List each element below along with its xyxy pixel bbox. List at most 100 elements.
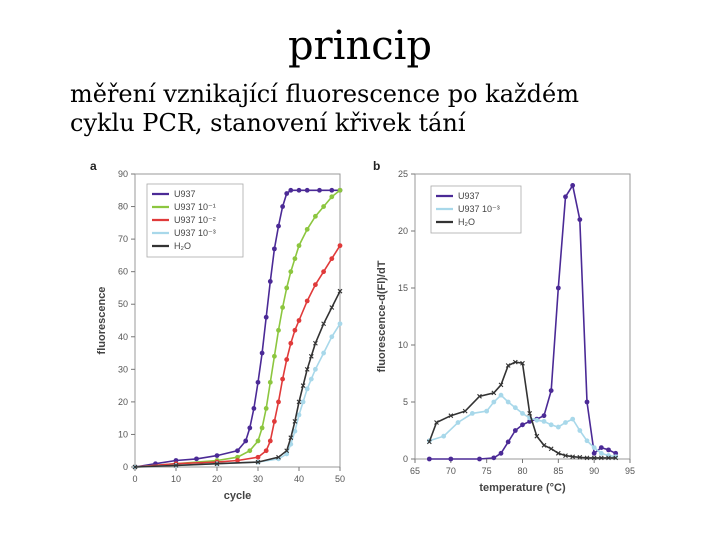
x-tick-label: 20 (212, 474, 222, 484)
chart-panel-b: b 65 70 75 80 85 90 95 0 5 10 15 20 25 temperature (°C… (373, 159, 635, 494)
y-tick-label: 10 (118, 429, 128, 439)
data-point (491, 390, 497, 396)
data-point (548, 446, 554, 452)
data-point (304, 187, 310, 193)
data-point (541, 418, 547, 424)
data-point (259, 425, 265, 431)
data-point (263, 406, 269, 411)
data-point (292, 327, 298, 333)
data-point (296, 243, 302, 249)
data-point (606, 447, 611, 453)
data-point (512, 359, 518, 365)
data-point (280, 305, 285, 310)
data-point (263, 314, 269, 320)
y-tick-label: 10 (398, 340, 408, 350)
legend-entry: H₂O (174, 241, 191, 251)
panel-letter: b (373, 159, 380, 173)
data-point (267, 279, 273, 284)
x-tick-label: 50 (335, 474, 345, 484)
data-point (555, 424, 561, 430)
data-point (276, 327, 281, 333)
data-point (304, 226, 310, 232)
data-point (276, 454, 281, 460)
data-point (247, 425, 253, 431)
data-point (598, 455, 604, 461)
data-point (284, 285, 290, 291)
legend-entry: U937 10⁻³ (458, 204, 500, 214)
data-point (498, 450, 504, 456)
y-tick-label: 60 (118, 267, 128, 277)
data-point (534, 433, 540, 439)
series-line (134, 323, 341, 468)
data-point (577, 428, 583, 433)
legend-entry: U937 10⁻³ (174, 228, 216, 238)
data-point (272, 353, 277, 359)
data-point (426, 456, 432, 462)
data-point (455, 420, 461, 425)
legend-box (430, 185, 522, 234)
data-point (292, 428, 298, 434)
data-point (292, 256, 298, 262)
chart-legend: U937 U937 10⁻¹ U937 10⁻² U937 10⁻³ H₂O (146, 183, 244, 258)
data-point (132, 464, 138, 470)
data-point (288, 187, 294, 193)
y-tick-label: 20 (398, 226, 408, 236)
legend-entry: U937 (174, 189, 196, 199)
data-point (512, 405, 518, 411)
data-point (498, 392, 504, 398)
legend-entry: U937 10⁻¹ (174, 202, 216, 212)
data-point (235, 458, 240, 463)
y-tick-label: 30 (118, 364, 128, 374)
data-point (255, 454, 261, 460)
data-point (280, 204, 285, 209)
data-point (296, 187, 302, 193)
data-point (591, 455, 597, 461)
data-point (541, 413, 547, 419)
data-point (263, 448, 269, 454)
data-point (434, 420, 439, 425)
data-point (598, 450, 604, 456)
legend-entry: H₂O (458, 217, 475, 227)
data-point (313, 340, 318, 346)
x-tick-label: 85 (553, 466, 563, 476)
data-point (570, 416, 576, 422)
data-point (505, 399, 511, 405)
slide-title: princip (287, 23, 433, 69)
data-point (469, 411, 475, 416)
data-point (606, 455, 611, 461)
legend-entry: U937 10⁻² (174, 215, 216, 225)
data-point (534, 417, 540, 423)
x-tick-label: 10 (171, 474, 181, 484)
data-point (584, 438, 590, 444)
data-point (276, 399, 281, 405)
y-tick-label: 25 (398, 169, 408, 179)
data-point (243, 438, 249, 444)
y-tick-label: 80 (118, 202, 128, 212)
data-point (548, 388, 554, 393)
data-point (613, 455, 619, 461)
data-point (317, 187, 322, 193)
series-line (134, 245, 341, 468)
data-point (329, 194, 335, 200)
data-point (296, 399, 302, 405)
data-point (173, 462, 179, 468)
data-point (313, 213, 318, 219)
data-point (505, 439, 511, 445)
x-tick-label: 75 (482, 466, 492, 476)
slide-subtitle: měření vznikající fluorescence po každém… (70, 80, 710, 138)
x-axis-label: cycle (224, 490, 252, 502)
data-point (280, 376, 285, 382)
data-point (300, 399, 306, 405)
chart-legend: U937 U937 10⁻³ H₂O (430, 185, 522, 234)
data-point (484, 408, 490, 414)
data-point (563, 453, 568, 458)
data-point (591, 445, 597, 450)
data-point (284, 357, 290, 362)
y-tick-label: 15 (398, 283, 408, 293)
y-tick-label: 0 (403, 454, 408, 464)
data-point (563, 194, 568, 200)
data-point (337, 288, 343, 294)
data-point (591, 450, 597, 456)
data-point (541, 442, 547, 448)
data-point (284, 448, 290, 454)
